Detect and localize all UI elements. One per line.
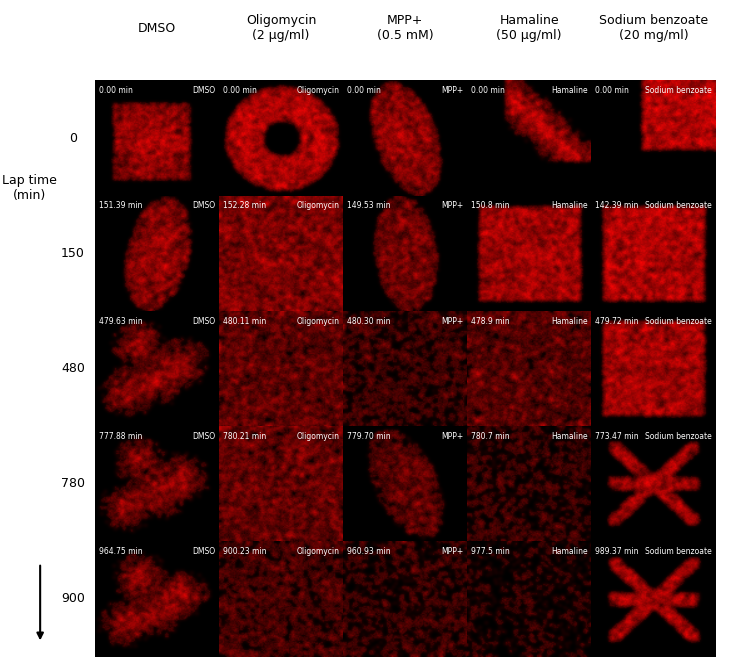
Text: Hamaline: Hamaline [551, 86, 588, 95]
Text: Sodium benzoate: Sodium benzoate [645, 317, 712, 326]
Text: 900: 900 [61, 592, 85, 606]
Text: 960.93 min: 960.93 min [347, 547, 391, 556]
Text: 480: 480 [61, 362, 85, 375]
Text: 780.7 min: 780.7 min [471, 432, 510, 441]
Text: 964.75 min: 964.75 min [99, 547, 142, 556]
Text: 0: 0 [69, 131, 77, 145]
Text: 779.70 min: 779.70 min [347, 432, 391, 441]
Text: MPP+: MPP+ [441, 202, 464, 210]
Text: Oligomycin: Oligomycin [296, 547, 339, 556]
Text: 773.47 min: 773.47 min [595, 432, 639, 441]
Text: 777.88 min: 777.88 min [99, 432, 142, 441]
Text: Sodium benzoate: Sodium benzoate [645, 202, 712, 210]
Text: Oligomycin: Oligomycin [296, 86, 339, 95]
Text: Oligomycin: Oligomycin [296, 432, 339, 441]
Text: 977.5 min: 977.5 min [471, 547, 510, 556]
Text: 0.00 min: 0.00 min [471, 86, 505, 95]
Text: Lap time
(min): Lap time (min) [1, 174, 57, 202]
Text: 780.21 min: 780.21 min [223, 432, 266, 441]
Text: 151.39 min: 151.39 min [99, 202, 142, 210]
Text: Hamaline: Hamaline [551, 317, 588, 326]
Text: 478.9 min: 478.9 min [471, 317, 510, 326]
Text: 0.00 min: 0.00 min [99, 86, 133, 95]
Text: Oligomycin
(2 μg/ml): Oligomycin (2 μg/ml) [246, 14, 316, 42]
Text: Hamaline
(50 μg/ml): Hamaline (50 μg/ml) [496, 14, 562, 42]
Text: 150: 150 [61, 247, 85, 260]
Text: 479.63 min: 479.63 min [99, 317, 142, 326]
Text: MPP+
(0.5 mM): MPP+ (0.5 mM) [377, 14, 434, 42]
Text: MPP+: MPP+ [441, 317, 464, 326]
Text: 142.39 min: 142.39 min [595, 202, 639, 210]
Text: MPP+: MPP+ [441, 86, 464, 95]
Text: 780: 780 [61, 477, 85, 490]
Text: MPP+: MPP+ [441, 547, 464, 556]
Text: DMSO: DMSO [192, 317, 215, 326]
Text: DMSO: DMSO [138, 21, 176, 35]
Text: Sodium benzoate: Sodium benzoate [645, 86, 712, 95]
Text: 149.53 min: 149.53 min [347, 202, 391, 210]
Text: DMSO: DMSO [192, 432, 215, 441]
Text: 480.30 min: 480.30 min [347, 317, 391, 326]
Text: 0.00 min: 0.00 min [347, 86, 381, 95]
Text: Sodium benzoate
(20 mg/ml): Sodium benzoate (20 mg/ml) [599, 14, 708, 42]
Text: 0.00 min: 0.00 min [595, 86, 629, 95]
Text: 479.72 min: 479.72 min [595, 317, 639, 326]
Text: MPP+: MPP+ [441, 432, 464, 441]
Text: Hamaline: Hamaline [551, 547, 588, 556]
Text: Oligomycin: Oligomycin [296, 317, 339, 326]
Text: DMSO: DMSO [192, 547, 215, 556]
Text: 150.8 min: 150.8 min [471, 202, 510, 210]
Text: Hamaline: Hamaline [551, 432, 588, 441]
Text: Sodium benzoate: Sodium benzoate [645, 432, 712, 441]
Text: Sodium benzoate: Sodium benzoate [645, 547, 712, 556]
Text: DMSO: DMSO [192, 202, 215, 210]
Text: DMSO: DMSO [192, 86, 215, 95]
Text: 989.37 min: 989.37 min [595, 547, 639, 556]
Text: 480.11 min: 480.11 min [223, 317, 266, 326]
Text: Hamaline: Hamaline [551, 202, 588, 210]
Text: Oligomycin: Oligomycin [296, 202, 339, 210]
Text: 900.23 min: 900.23 min [223, 547, 266, 556]
Text: 152.28 min: 152.28 min [223, 202, 266, 210]
Text: 0.00 min: 0.00 min [223, 86, 257, 95]
